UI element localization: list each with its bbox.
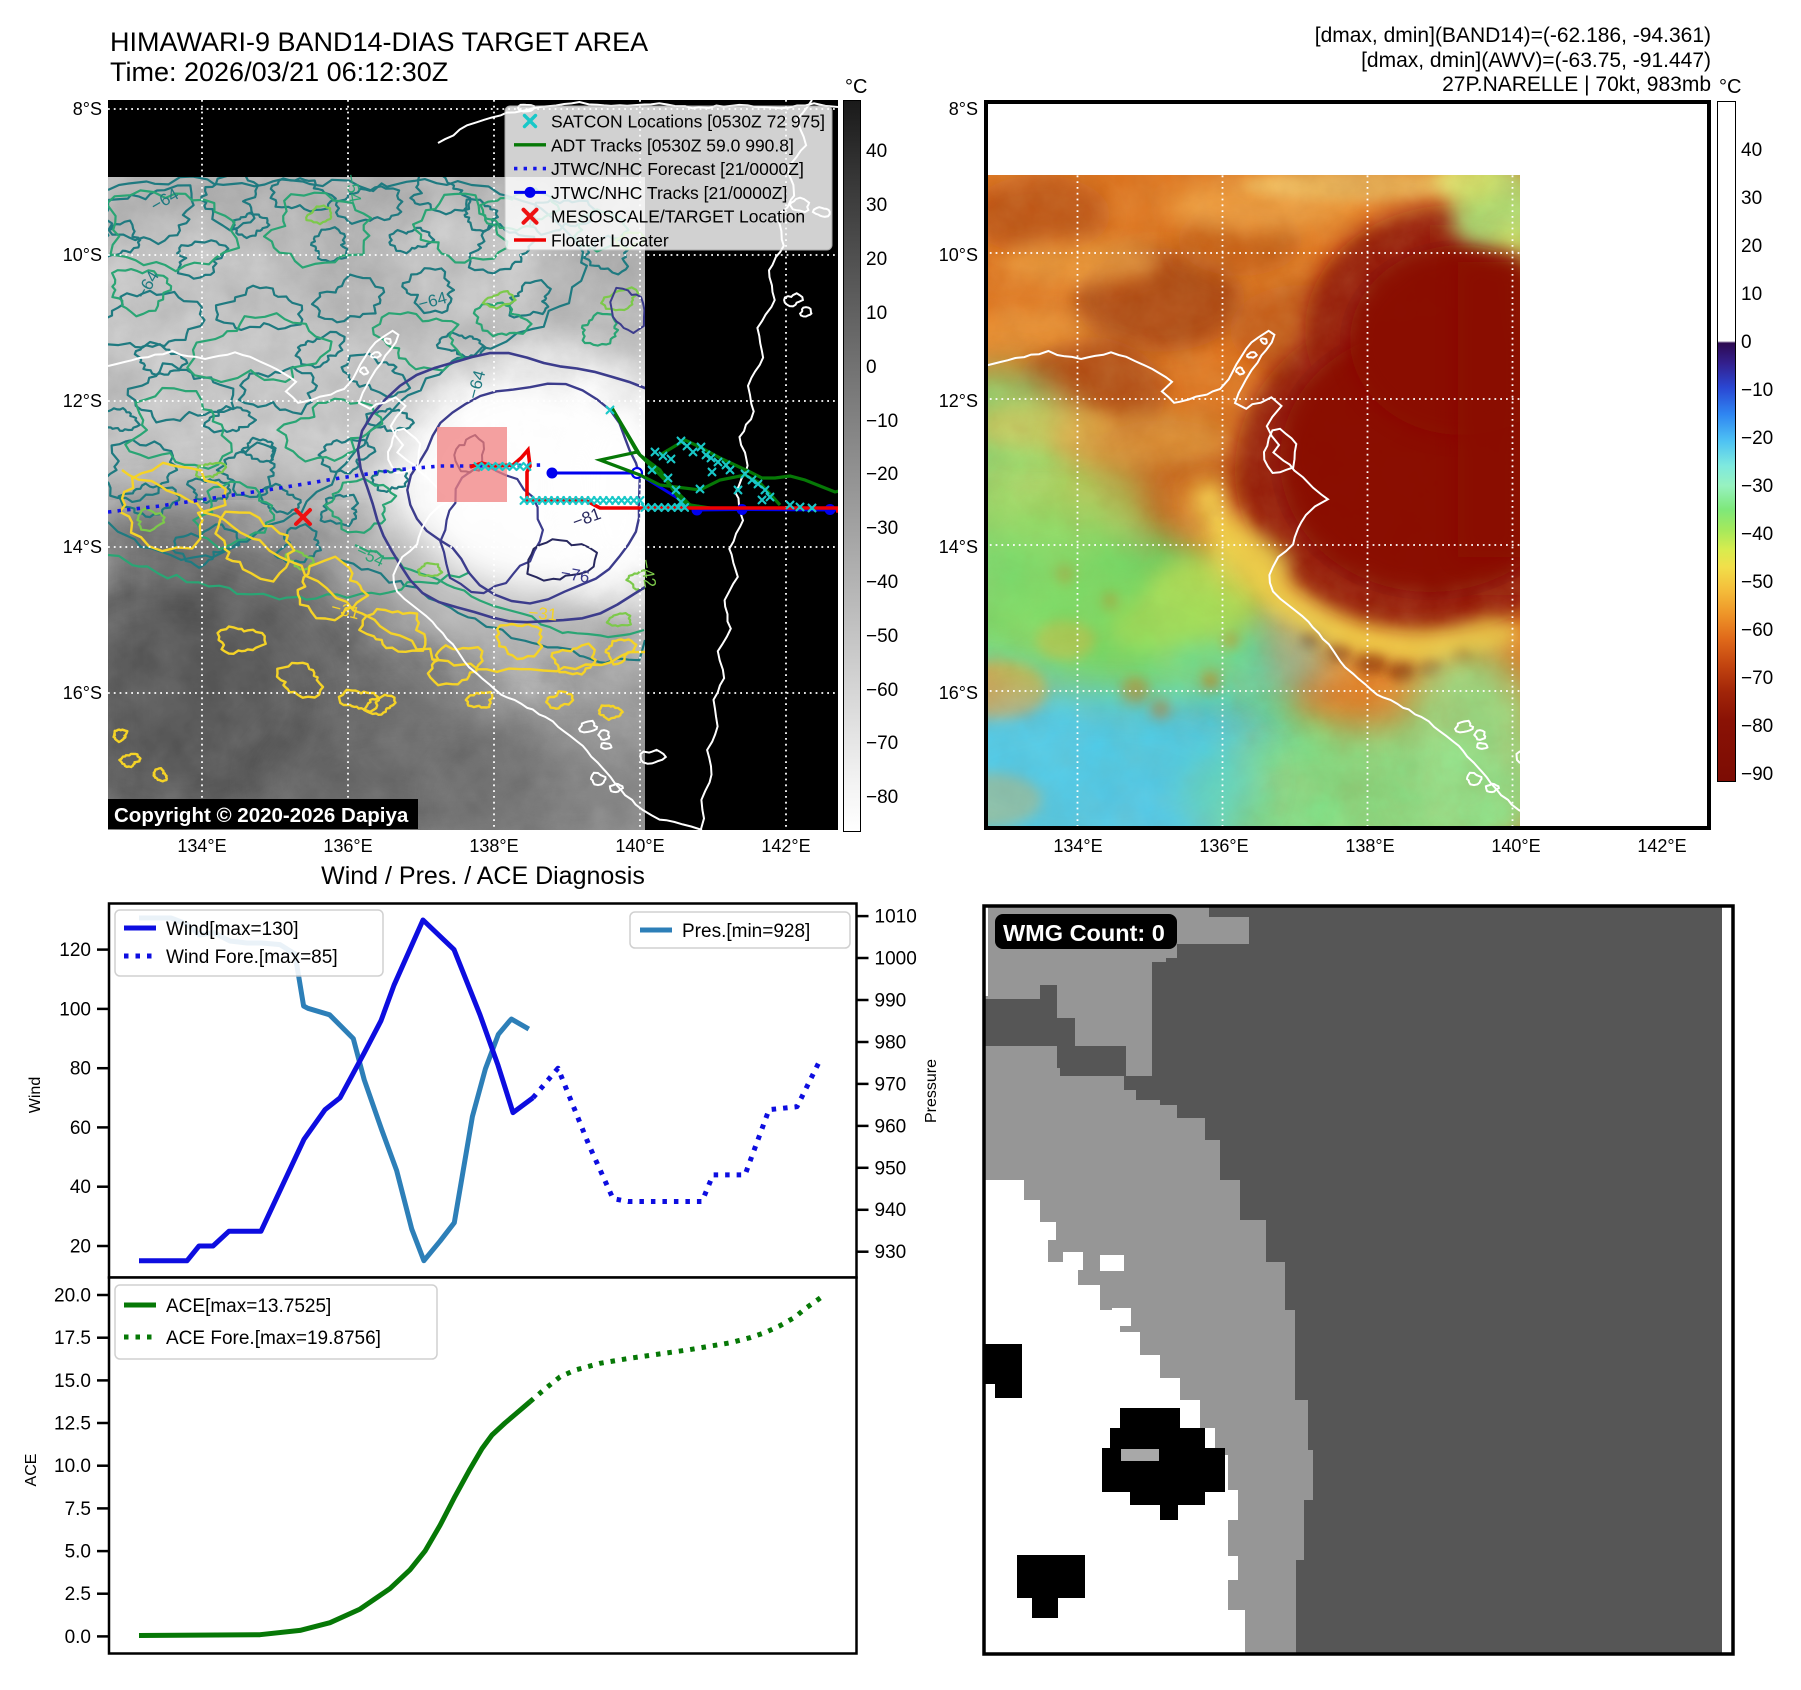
- svg-text:JTWC/NHC Tracks [21/0000Z]: JTWC/NHC Tracks [21/0000Z]: [551, 183, 787, 203]
- svg-text:MESOSCALE/TARGET Location: MESOSCALE/TARGET Location: [551, 207, 805, 227]
- svg-text:−76: −76: [559, 563, 591, 587]
- svg-text:−31: −31: [528, 603, 558, 624]
- svg-text:990: 990: [875, 991, 907, 1012]
- svg-text:1010: 1010: [875, 907, 917, 928]
- svg-text:12.5: 12.5: [54, 1414, 91, 1435]
- svg-text:960: 960: [875, 1116, 907, 1137]
- svg-text:60: 60: [70, 1118, 91, 1139]
- svg-text:Floater Locater: Floater Locater: [551, 231, 669, 251]
- svg-text:Wind[max=130]: Wind[max=130]: [166, 919, 299, 940]
- svg-text:980: 980: [875, 1033, 907, 1054]
- svg-text:−42: −42: [636, 557, 660, 589]
- svg-text:ADT Tracks [0530Z 59.0 990.8]: ADT Tracks [0530Z 59.0 990.8]: [551, 135, 794, 155]
- svg-text:Copyright © 2020-2026 Dapiya: Copyright © 2020-2026 Dapiya: [114, 804, 409, 827]
- svg-text:20: 20: [70, 1237, 91, 1258]
- svg-text:940: 940: [875, 1200, 907, 1221]
- svg-text:ACE: ACE: [23, 1454, 40, 1487]
- svg-text:−54: −54: [341, 172, 365, 204]
- svg-text:80: 80: [70, 1059, 91, 1080]
- svg-text:5.0: 5.0: [65, 1542, 91, 1563]
- svg-text:SATCON Locations [0530Z 72 975: SATCON Locations [0530Z 72 975]: [551, 112, 825, 132]
- svg-text:2.5: 2.5: [65, 1584, 91, 1605]
- svg-text:ACE[max=13.7525]: ACE[max=13.7525]: [166, 1296, 331, 1317]
- svg-text:10.0: 10.0: [54, 1456, 91, 1477]
- svg-text:20.0: 20.0: [54, 1286, 91, 1307]
- svg-text:100: 100: [59, 999, 91, 1020]
- svg-text:7.5: 7.5: [65, 1499, 91, 1520]
- svg-text:1000: 1000: [875, 949, 917, 970]
- svg-text:970: 970: [875, 1074, 907, 1095]
- svg-text:Pressure: Pressure: [923, 1059, 940, 1123]
- svg-text:WMG Count: 0: WMG Count: 0: [1003, 920, 1165, 946]
- svg-text:Wind: Wind: [27, 1077, 44, 1113]
- svg-text:15.0: 15.0: [54, 1371, 91, 1392]
- svg-text:Wind Fore.[max=85]: Wind Fore.[max=85]: [166, 947, 338, 968]
- svg-text:40: 40: [70, 1177, 91, 1198]
- svg-text:17.5: 17.5: [54, 1328, 91, 1349]
- svg-text:JTWC/NHC Forecast [21/0000Z]: JTWC/NHC Forecast [21/0000Z]: [551, 159, 804, 179]
- svg-text:930: 930: [875, 1242, 907, 1263]
- svg-text:950: 950: [875, 1158, 907, 1179]
- svg-text:0.0: 0.0: [65, 1627, 91, 1648]
- svg-text:120: 120: [59, 940, 91, 961]
- svg-text:ACE Fore.[max=19.8756]: ACE Fore.[max=19.8756]: [166, 1328, 381, 1349]
- svg-text:Pres.[min=928]: Pres.[min=928]: [682, 921, 810, 942]
